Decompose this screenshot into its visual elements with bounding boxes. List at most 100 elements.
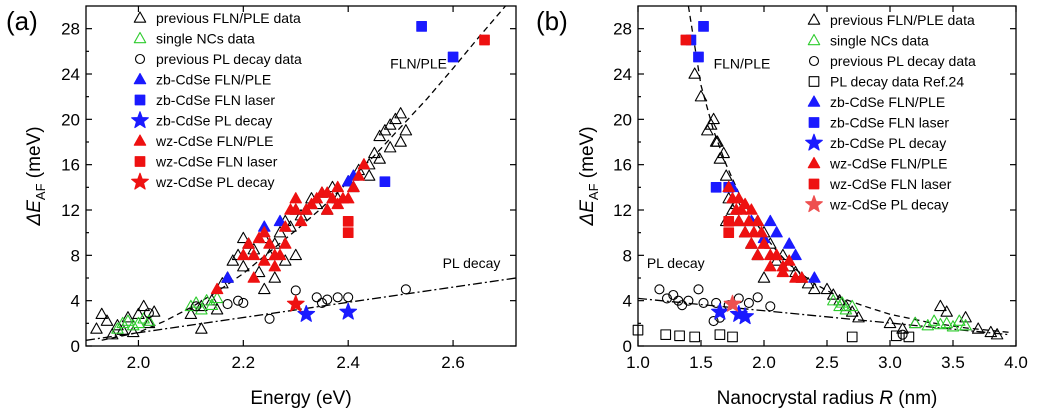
data-point <box>795 271 809 283</box>
data-point <box>946 320 960 332</box>
data-point <box>252 265 266 278</box>
data-point <box>347 180 360 193</box>
data-point <box>247 271 261 283</box>
legend-marker <box>133 11 147 23</box>
legend-marker <box>808 55 820 67</box>
x-tick-label: 2.2 <box>231 353 255 372</box>
legend-marker <box>808 117 820 128</box>
data-point <box>732 214 746 227</box>
axes <box>85 5 517 347</box>
data-point <box>216 277 229 289</box>
data-point <box>789 248 802 261</box>
data-point <box>661 293 673 304</box>
data-point <box>990 328 1004 340</box>
legend-label: wz-CdSe FLN laser <box>829 176 952 192</box>
data-point <box>399 124 413 136</box>
data-point <box>289 248 303 261</box>
data-point <box>711 297 722 308</box>
data-point <box>222 299 233 310</box>
data-point <box>698 21 709 32</box>
plot-frame <box>85 5 517 347</box>
panel-label: (a) <box>6 6 38 36</box>
data-point <box>713 152 727 164</box>
data-point <box>132 307 145 320</box>
legend-marker <box>133 31 147 44</box>
data-point <box>237 231 250 244</box>
data-point <box>310 192 323 204</box>
y-axis-title-unit: (meV) <box>24 126 45 183</box>
y-tick-label: 0 <box>71 337 80 356</box>
data-point <box>258 226 271 238</box>
y-axis-title: ΔEAF (meV) <box>24 126 48 226</box>
data-point <box>100 314 114 326</box>
data-point <box>845 299 859 312</box>
data-point <box>126 325 140 338</box>
data-point <box>279 220 292 232</box>
data-point <box>394 135 407 147</box>
annotations: FLN/PLE PL decay <box>647 55 771 270</box>
annotations: FLN/PLE PL decay <box>390 55 500 270</box>
y-axis-title-sub: AF <box>586 183 601 200</box>
data-point <box>389 112 402 125</box>
data-point <box>674 330 685 342</box>
data-point <box>210 303 224 315</box>
data-point <box>326 192 339 204</box>
data-point <box>320 186 334 198</box>
data-point <box>852 311 865 323</box>
data-point <box>752 292 763 303</box>
y-tick-label: 8 <box>623 246 632 265</box>
legend-label: previous PL decay data <box>156 51 302 67</box>
x-tick-label: 2.6 <box>441 353 465 372</box>
data-point <box>379 176 391 188</box>
legend-marker <box>805 133 823 151</box>
data-point <box>846 331 858 343</box>
data-point <box>704 118 718 130</box>
data-point <box>121 311 135 323</box>
data-point <box>268 271 282 283</box>
data-point <box>268 260 282 272</box>
data-point <box>142 316 156 329</box>
data-point <box>668 289 679 301</box>
data-point <box>688 67 701 79</box>
y-axis-title-unit: (meV) <box>577 126 598 183</box>
legend-label: previous PL decay data <box>830 53 976 69</box>
data-point <box>273 214 287 227</box>
legend-label: wz-CdSe PL decay <box>155 174 275 190</box>
data-point <box>116 323 129 335</box>
data-point <box>237 260 250 272</box>
data-point <box>121 314 135 326</box>
x-axis-title-unit: (nm) <box>893 388 937 409</box>
data-point <box>736 307 754 325</box>
data-point <box>654 284 665 295</box>
data-point <box>890 330 902 342</box>
data-point <box>316 297 328 308</box>
x-axis-title: Nanocrystal radius R (nm) <box>717 388 938 409</box>
data-point <box>247 248 261 261</box>
legend-label: zb-CdSe FLN/PLE <box>830 94 945 110</box>
data-point <box>845 305 859 317</box>
data-point <box>839 303 853 315</box>
x-axis-title: Energy (eV) <box>250 388 351 409</box>
data-point <box>289 203 303 215</box>
panel-a: (a) 2.0 2.2 2.4 2.6 0 4 8 12 16 20 24 28 previous F… <box>6 5 517 409</box>
data-point <box>357 158 371 170</box>
data-point <box>383 118 397 130</box>
legend-label: single NCs data <box>156 31 255 47</box>
legend-marker <box>134 156 146 167</box>
annotation-label: PL decay <box>443 255 501 271</box>
data-point <box>331 180 344 193</box>
legend-label: zb-CdSe PL decay <box>830 135 946 151</box>
x-tick-label: 3.5 <box>941 353 965 372</box>
x-tick-label: 1.5 <box>689 353 713 372</box>
data-points <box>90 21 490 340</box>
data-point <box>701 124 714 136</box>
data-point <box>693 284 704 295</box>
fit-lines <box>85 5 517 341</box>
data-point <box>711 302 729 320</box>
data-point <box>921 319 935 331</box>
legend-label: single NCs data <box>830 33 929 49</box>
data-point <box>896 322 909 334</box>
data-point <box>764 214 777 227</box>
x-tick-label: 2.4 <box>336 353 360 372</box>
